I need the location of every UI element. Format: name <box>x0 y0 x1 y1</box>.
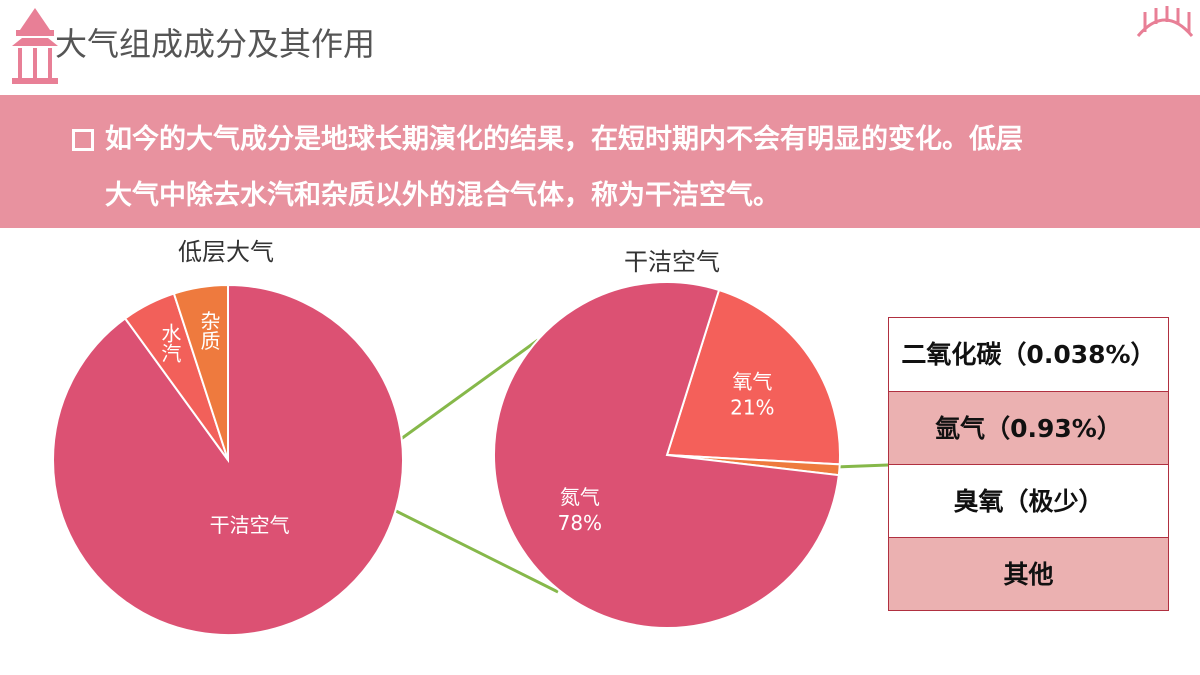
bridge-icon <box>1136 6 1194 37</box>
banner-line: 如今的大气成分是地球长期演化的结果，在短时期内不会有明显的变化。低层 <box>105 124 1023 155</box>
table-row: 二氧化碳（0.038%） <box>901 340 1156 369</box>
slice-label: 水汽 <box>158 323 182 363</box>
slice-label: 干洁空气 <box>210 513 290 537</box>
chart-title: 干洁空气 <box>624 248 720 276</box>
pie-slice <box>493 281 840 629</box>
slice-value-label: 78% <box>558 511 602 535</box>
table: 二氧化碳（0.038%） 氩气（0.93%） 臭氧（极少） 其他 <box>888 317 1169 611</box>
table-row: 氩气（0.93%） <box>889 391 1168 464</box>
table-row: 臭氧（极少） <box>889 464 1168 537</box>
page-title: 大气组成成分及其作用 <box>55 25 375 63</box>
bullet <box>72 129 94 151</box>
slice-label: 杂质 <box>197 310 221 350</box>
chart-title: 低层大气 <box>178 238 274 266</box>
slice-value-label: 21% <box>730 395 774 419</box>
banner-line: 大气中除去水汽和杂质以外的混合气体，称为干洁空气。 <box>105 180 780 211</box>
pie-slice <box>172 283 229 461</box>
table-row: 其他 <box>889 537 1168 610</box>
pie-slice <box>665 288 841 466</box>
pagoda-icon <box>12 8 58 84</box>
slice-label: 氮气 <box>560 485 600 509</box>
banner: 如今的大气成分是地球长期演化的结果，在短时期内不会有明显的变化。低层 大气中除去… <box>0 95 1200 228</box>
slice-label: 氧气 <box>732 369 772 393</box>
